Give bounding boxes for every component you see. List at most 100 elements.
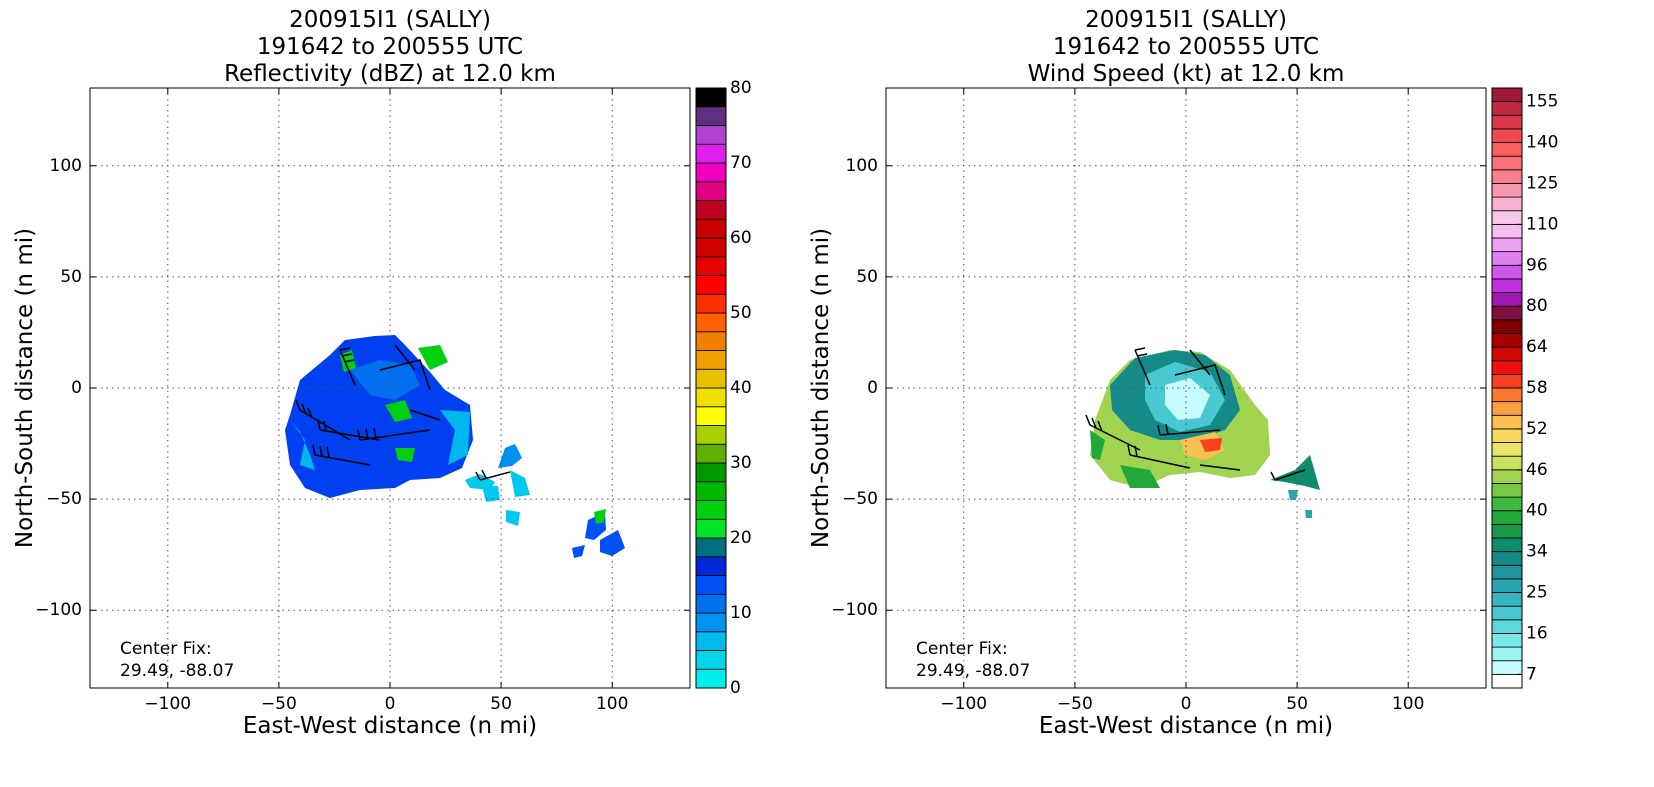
colorbar-bin [695, 612, 727, 633]
colorbar-tick-label: 80 [1526, 296, 1548, 316]
x-tick-label: 100 [1392, 694, 1424, 714]
colorbar-bin [695, 331, 727, 351]
x-axis-label: East-West distance (n mi) [1039, 713, 1333, 739]
y-tick-label: 0 [71, 378, 82, 398]
x-tick-label: −50 [261, 694, 297, 714]
annotation: Center Fix: [916, 639, 1008, 659]
chart-title: Wind Speed (kt) at 12.0 km [1028, 61, 1345, 87]
colorbar-bin [695, 668, 727, 689]
colorbar-tick-label: 34 [1526, 542, 1548, 562]
colorbar-bin [1491, 251, 1523, 266]
colorbar-bin [1491, 673, 1523, 689]
colorbar-bin [1491, 619, 1523, 634]
colorbar-tick-label: 60 [730, 228, 752, 248]
colorbar-bin [695, 200, 727, 220]
colorbar-tick-label: 125 [1526, 173, 1558, 193]
colorbar-bin [1491, 469, 1523, 484]
colorbar-bin [695, 500, 727, 520]
y-axis-label: North-South distance (n mi) [12, 228, 38, 548]
annotation: 29.49, -88.07 [916, 661, 1030, 681]
colorbar-tick-label: 40 [1526, 501, 1548, 521]
y-tick-label: 0 [867, 378, 878, 398]
colorbar-tick-label: 110 [1526, 214, 1558, 234]
colorbar-bin [1491, 183, 1523, 198]
colorbar-bin [695, 518, 727, 539]
colorbar-bin [1491, 114, 1523, 130]
reflectivity-field [285, 335, 625, 558]
colorbar-bin [1491, 292, 1523, 307]
colorbar-bin [1491, 155, 1523, 171]
colorbar-bin [1491, 414, 1523, 430]
wind-barbs [1085, 347, 1306, 481]
colorbar-bin [1491, 442, 1523, 457]
colorbar-bin [1491, 373, 1523, 389]
colorbar-bin [1491, 523, 1523, 539]
colorbar-tick-label: 7 [1526, 664, 1537, 684]
chart-title: 191642 to 200555 UTC [257, 34, 523, 60]
y-tick-label: −100 [35, 600, 82, 620]
colorbar-bin [1491, 305, 1523, 321]
colorbar-bin [1491, 196, 1523, 212]
colorbar-bin [1491, 660, 1523, 675]
colorbar-tick-label: 80 [730, 78, 752, 98]
colorbar-bin [695, 481, 727, 501]
colorbar-bin [1491, 401, 1523, 416]
x-tick-label: −100 [940, 694, 987, 714]
colorbar-bin [695, 462, 727, 483]
colorbar-tick-label: 96 [1526, 255, 1548, 275]
y-tick-label: 100 [846, 156, 878, 176]
colorbar-bin [695, 293, 727, 314]
colorbar-bin [1491, 483, 1523, 498]
x-tick-label: −100 [144, 694, 191, 714]
colorbar-bin [695, 537, 727, 558]
colorbar-bin [1491, 223, 1523, 239]
colorbar-bin [695, 425, 727, 445]
y-axis-label: North-South distance (n mi) [808, 228, 834, 548]
wind-barbs [295, 344, 511, 481]
colorbar-tick-label: 40 [730, 378, 752, 398]
colorbar-tick-label: 30 [730, 453, 752, 473]
chart-title: 200915I1 (SALLY) [289, 7, 491, 33]
colorbar-bin [695, 237, 727, 258]
colorbar-bin [1491, 142, 1523, 157]
colorbar-tick-label: 155 [1526, 92, 1558, 112]
colorbar-bin [1491, 496, 1523, 512]
colorbar-bin [695, 162, 727, 183]
colorbar-bin [1491, 428, 1523, 443]
colorbar-bin [1491, 633, 1523, 648]
colorbar-bin [695, 650, 727, 670]
colorbar-bin [1491, 101, 1523, 116]
colorbar-bin [1491, 387, 1523, 403]
colorbar-bin [1491, 237, 1523, 253]
chart-title: Reflectivity (dBZ) at 12.0 km [224, 61, 556, 87]
colorbar-tick-label: 25 [1526, 583, 1548, 603]
colorbar-bin [1491, 333, 1523, 348]
colorbar-bin [695, 443, 727, 464]
colorbar-bin [695, 87, 727, 108]
colorbar-tick-label: 0 [730, 678, 741, 698]
y-tick-label: −50 [46, 489, 82, 509]
colorbar-bin [695, 631, 727, 651]
colorbar-tick-label: 140 [1526, 133, 1558, 153]
colorbar-bin [695, 143, 727, 164]
colorbar-bin [1491, 510, 1523, 525]
colorbar-tick-label: 50 [730, 303, 752, 323]
colorbar-bin [695, 406, 727, 426]
x-tick-label: 100 [596, 694, 628, 714]
colorbar-bin [1491, 128, 1523, 143]
annotation: 29.49, -88.07 [120, 661, 234, 681]
colorbar-bin [1491, 551, 1523, 566]
colorbar-tick-label: 16 [1526, 623, 1548, 643]
colorbar-bin [1491, 592, 1523, 607]
colorbar-bin [695, 106, 727, 126]
colorbar-tick-label: 70 [730, 153, 752, 173]
colorbar-bin [695, 125, 727, 145]
colorbar-bin [695, 575, 727, 595]
colorbar-bin [1491, 360, 1523, 375]
x-axis-label: East-West distance (n mi) [243, 713, 537, 739]
y-tick-label: 50 [60, 267, 82, 287]
colorbar-bin [1491, 646, 1523, 662]
x-tick-label: 50 [1286, 694, 1308, 714]
colorbar-tick-label: 10 [730, 603, 752, 623]
